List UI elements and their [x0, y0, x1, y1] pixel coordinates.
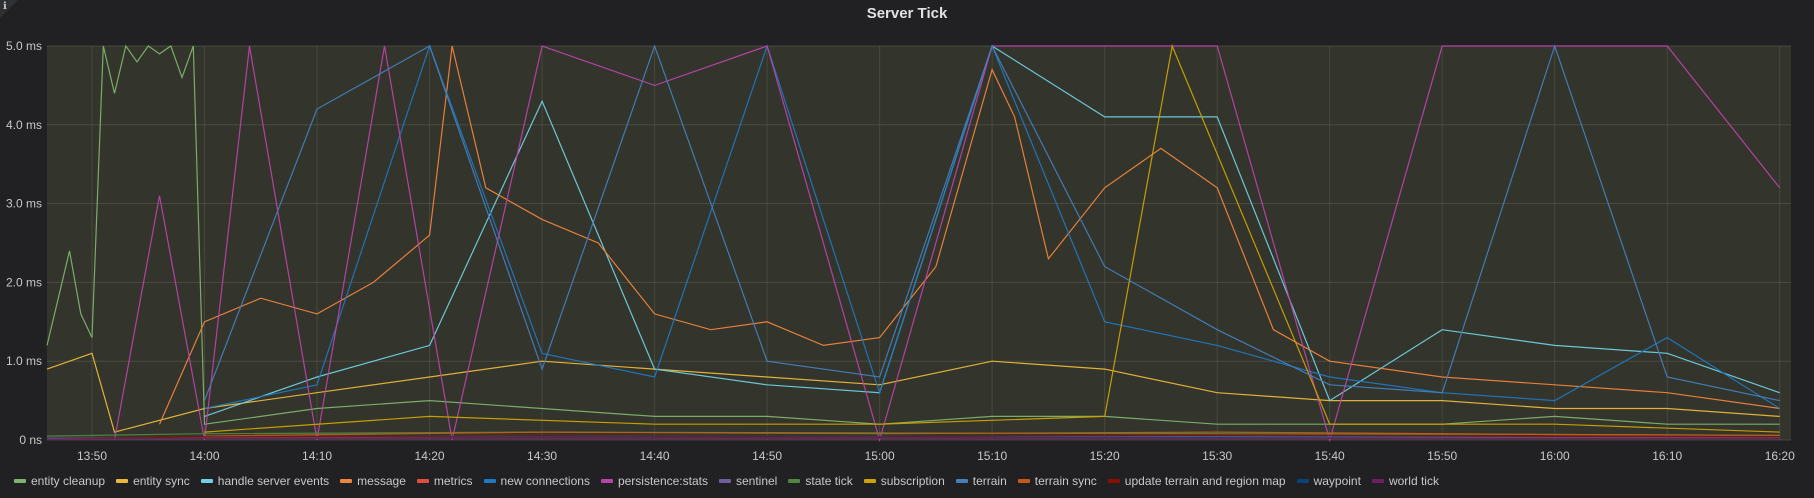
x-tick-label: 14:20 [415, 449, 445, 463]
legend-label: subscription [880, 474, 945, 488]
x-tick-label: 15:10 [977, 449, 1007, 463]
x-tick-label: 15:00 [865, 449, 895, 463]
y-axis-ticks: 0 ns 1.0 ms 2.0 ms 3.0 ms 4.0 ms 5.0 ms [6, 39, 42, 447]
legend-item[interactable]: terrain sync [1017, 474, 1097, 488]
x-tick-label: 15:30 [1202, 449, 1232, 463]
legend-label: metrics [433, 474, 473, 488]
y-tick-label: 5.0 ms [6, 39, 42, 53]
series-line-subscription [204, 43, 1780, 433]
legend-item[interactable]: world tick [1371, 474, 1439, 488]
y-tick-label: 0 ns [19, 433, 42, 447]
x-tick-label: 16:20 [1765, 449, 1795, 463]
legend-item[interactable]: entity sync [116, 474, 190, 488]
legend: entity cleanup entity sync handle server e… [14, 470, 1804, 492]
legend-label: entity sync [133, 474, 190, 488]
legend-item[interactable]: metrics [416, 474, 473, 488]
x-tick-label: 16:10 [1652, 449, 1682, 463]
legend-label: terrain [972, 474, 1007, 488]
legend-item[interactable]: terrain [955, 474, 1007, 488]
series-line-persistence-stats [113, 45, 1781, 443]
legend-label: entity cleanup [31, 474, 106, 488]
x-tick-label: 13:50 [77, 449, 107, 463]
info-corner[interactable] [0, 0, 18, 18]
legend-swatch [340, 479, 353, 483]
chart-plot-area[interactable]: 0 ns 1.0 ms 2.0 ms 3.0 ms 4.0 ms 5.0 ms 13:50… [0, 0, 1814, 470]
legend-item[interactable]: state tick [788, 474, 853, 488]
series-line-update-terrain-and-region-map [46, 434, 1780, 440]
legend-swatch [1107, 479, 1120, 483]
legend-swatch [955, 479, 968, 483]
grid-lines [47, 45, 1791, 441]
legend-item[interactable]: update terrain and region map [1107, 474, 1286, 488]
legend-item[interactable]: persistence:stats [600, 474, 708, 488]
legend-item[interactable]: sentinel [718, 474, 778, 488]
legend-label: terrain sync [1034, 474, 1097, 488]
legend-label: sentinel [735, 474, 778, 488]
legend-label: persistence:stats [617, 474, 708, 488]
panel-title[interactable]: Server Tick [866, 5, 948, 22]
legend-item[interactable]: waypoint [1296, 474, 1361, 488]
legend-swatch [116, 479, 129, 483]
legend-item[interactable]: new connections [483, 474, 590, 488]
legend-item[interactable]: subscription [863, 474, 945, 488]
legend-swatch [1296, 479, 1309, 483]
legend-label: state tick [805, 474, 853, 488]
legend-swatch [1017, 479, 1030, 483]
legend-swatch [863, 479, 876, 483]
series-line-entity-sync [46, 352, 1780, 433]
legend-item[interactable]: handle server events [200, 474, 330, 488]
legend-swatch [483, 479, 496, 483]
x-tick-label: 16:00 [1540, 449, 1570, 463]
y-tick-label: 3.0 ms [6, 197, 42, 211]
x-tick-label: 14:30 [527, 449, 557, 463]
x-tick-label: 15:20 [1090, 449, 1120, 463]
y-tick-label: 4.0 ms [6, 118, 42, 132]
legend-label: handle server events [217, 474, 330, 488]
legend-label: waypoint [1313, 474, 1361, 488]
legend-item[interactable]: message [340, 474, 406, 488]
x-tick-label: 14:10 [302, 449, 332, 463]
legend-label: message [357, 474, 406, 488]
x-tick-label: 14:50 [752, 449, 782, 463]
info-icon[interactable]: ℹ [3, 1, 7, 12]
y-tick-label: 2.0 ms [6, 275, 42, 289]
x-tick-label: 14:00 [190, 449, 220, 463]
legend-swatch [14, 479, 26, 483]
legend-item[interactable]: entity cleanup [14, 474, 105, 488]
series-line-terrain-sync [204, 431, 1780, 437]
x-axis-ticks: 13:50 14:00 14:10 14:20 14:30 14:40 14:50 15:00… [77, 449, 1795, 463]
legend-label: update terrain and region map [1124, 474, 1286, 488]
legend-swatch [1371, 479, 1384, 483]
legend-swatch [200, 479, 213, 483]
x-tick-label: 15:50 [1427, 449, 1457, 463]
series-line-entity-cleanup [46, 44, 1780, 425]
legend-swatch [718, 479, 731, 483]
legend-swatch [416, 479, 429, 483]
series-line-world-tick [46, 437, 1780, 440]
x-tick-label: 15:40 [1315, 449, 1345, 463]
series-lines [46, 43, 1781, 443]
legend-label: new connections [500, 474, 590, 488]
x-tick-label: 14:40 [640, 449, 670, 463]
legend-swatch [600, 479, 613, 483]
series-line-terrain [203, 44, 1780, 402]
legend-swatch [788, 479, 801, 483]
legend-label: world tick [1388, 474, 1439, 488]
plot-background [47, 46, 1791, 440]
y-tick-label: 1.0 ms [6, 354, 42, 368]
